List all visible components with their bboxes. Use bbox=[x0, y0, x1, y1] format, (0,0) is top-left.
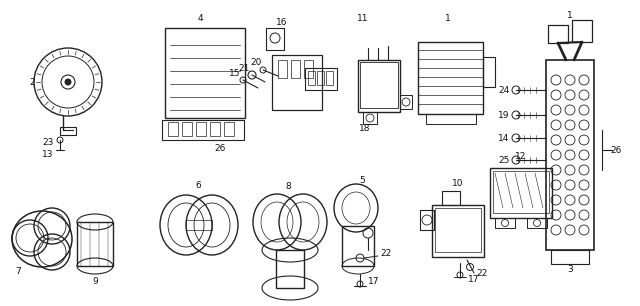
Bar bbox=[551, 250, 589, 264]
Bar bbox=[210, 122, 220, 136]
Text: 10: 10 bbox=[452, 178, 464, 188]
Bar bbox=[420, 210, 434, 230]
Text: 2: 2 bbox=[29, 77, 35, 87]
Bar bbox=[442, 191, 460, 205]
Bar bbox=[305, 68, 337, 90]
Text: 1: 1 bbox=[445, 13, 451, 23]
Bar bbox=[360, 62, 398, 108]
Bar bbox=[495, 218, 515, 228]
Bar bbox=[317, 71, 324, 85]
Text: 16: 16 bbox=[276, 17, 288, 27]
Bar bbox=[400, 95, 412, 109]
Text: 11: 11 bbox=[357, 13, 369, 23]
Bar bbox=[342, 226, 374, 266]
Bar bbox=[490, 168, 552, 218]
Text: 7: 7 bbox=[15, 267, 21, 277]
Text: 25: 25 bbox=[499, 155, 509, 165]
Text: 15: 15 bbox=[229, 69, 241, 77]
Text: 22: 22 bbox=[476, 268, 488, 278]
Bar bbox=[162, 120, 244, 140]
Text: 22: 22 bbox=[380, 249, 392, 259]
Bar bbox=[182, 122, 192, 136]
Bar bbox=[548, 25, 568, 43]
Bar bbox=[272, 55, 322, 110]
Bar bbox=[326, 71, 333, 85]
Bar bbox=[426, 114, 476, 124]
Text: 5: 5 bbox=[359, 176, 365, 185]
Bar bbox=[196, 122, 206, 136]
Text: 17: 17 bbox=[368, 278, 380, 286]
Bar bbox=[435, 208, 481, 252]
Bar bbox=[224, 122, 234, 136]
Bar bbox=[186, 220, 212, 230]
Text: 14: 14 bbox=[499, 133, 509, 143]
Bar bbox=[77, 222, 113, 266]
Bar bbox=[546, 60, 594, 250]
Text: 4: 4 bbox=[197, 13, 203, 23]
Text: 17: 17 bbox=[468, 274, 480, 283]
Bar bbox=[483, 57, 495, 87]
Text: 26: 26 bbox=[611, 145, 621, 155]
Circle shape bbox=[65, 79, 71, 85]
Bar bbox=[527, 218, 547, 228]
Bar bbox=[60, 127, 76, 135]
Text: 3: 3 bbox=[567, 266, 573, 274]
Bar bbox=[276, 250, 304, 288]
Bar bbox=[278, 60, 287, 78]
Bar bbox=[363, 112, 377, 124]
Text: 1: 1 bbox=[567, 10, 573, 20]
Text: 26: 26 bbox=[214, 144, 226, 152]
Text: 20: 20 bbox=[250, 58, 262, 66]
Bar bbox=[493, 171, 549, 213]
Bar bbox=[266, 28, 284, 50]
Bar bbox=[358, 60, 400, 112]
Text: 23: 23 bbox=[42, 137, 54, 147]
Text: 19: 19 bbox=[499, 110, 509, 120]
Bar bbox=[432, 205, 484, 257]
Bar bbox=[308, 71, 315, 85]
Bar bbox=[165, 28, 245, 118]
Bar bbox=[168, 122, 178, 136]
Text: 12: 12 bbox=[515, 151, 527, 161]
Text: 18: 18 bbox=[359, 124, 371, 132]
Text: 8: 8 bbox=[285, 181, 291, 191]
Bar bbox=[304, 60, 313, 78]
Text: 9: 9 bbox=[92, 278, 98, 286]
Text: 6: 6 bbox=[195, 181, 201, 189]
Bar bbox=[291, 60, 300, 78]
Text: 13: 13 bbox=[42, 150, 54, 159]
Text: 24: 24 bbox=[499, 85, 509, 95]
Bar bbox=[572, 20, 592, 42]
Bar bbox=[418, 42, 483, 114]
Text: 21: 21 bbox=[238, 64, 250, 73]
